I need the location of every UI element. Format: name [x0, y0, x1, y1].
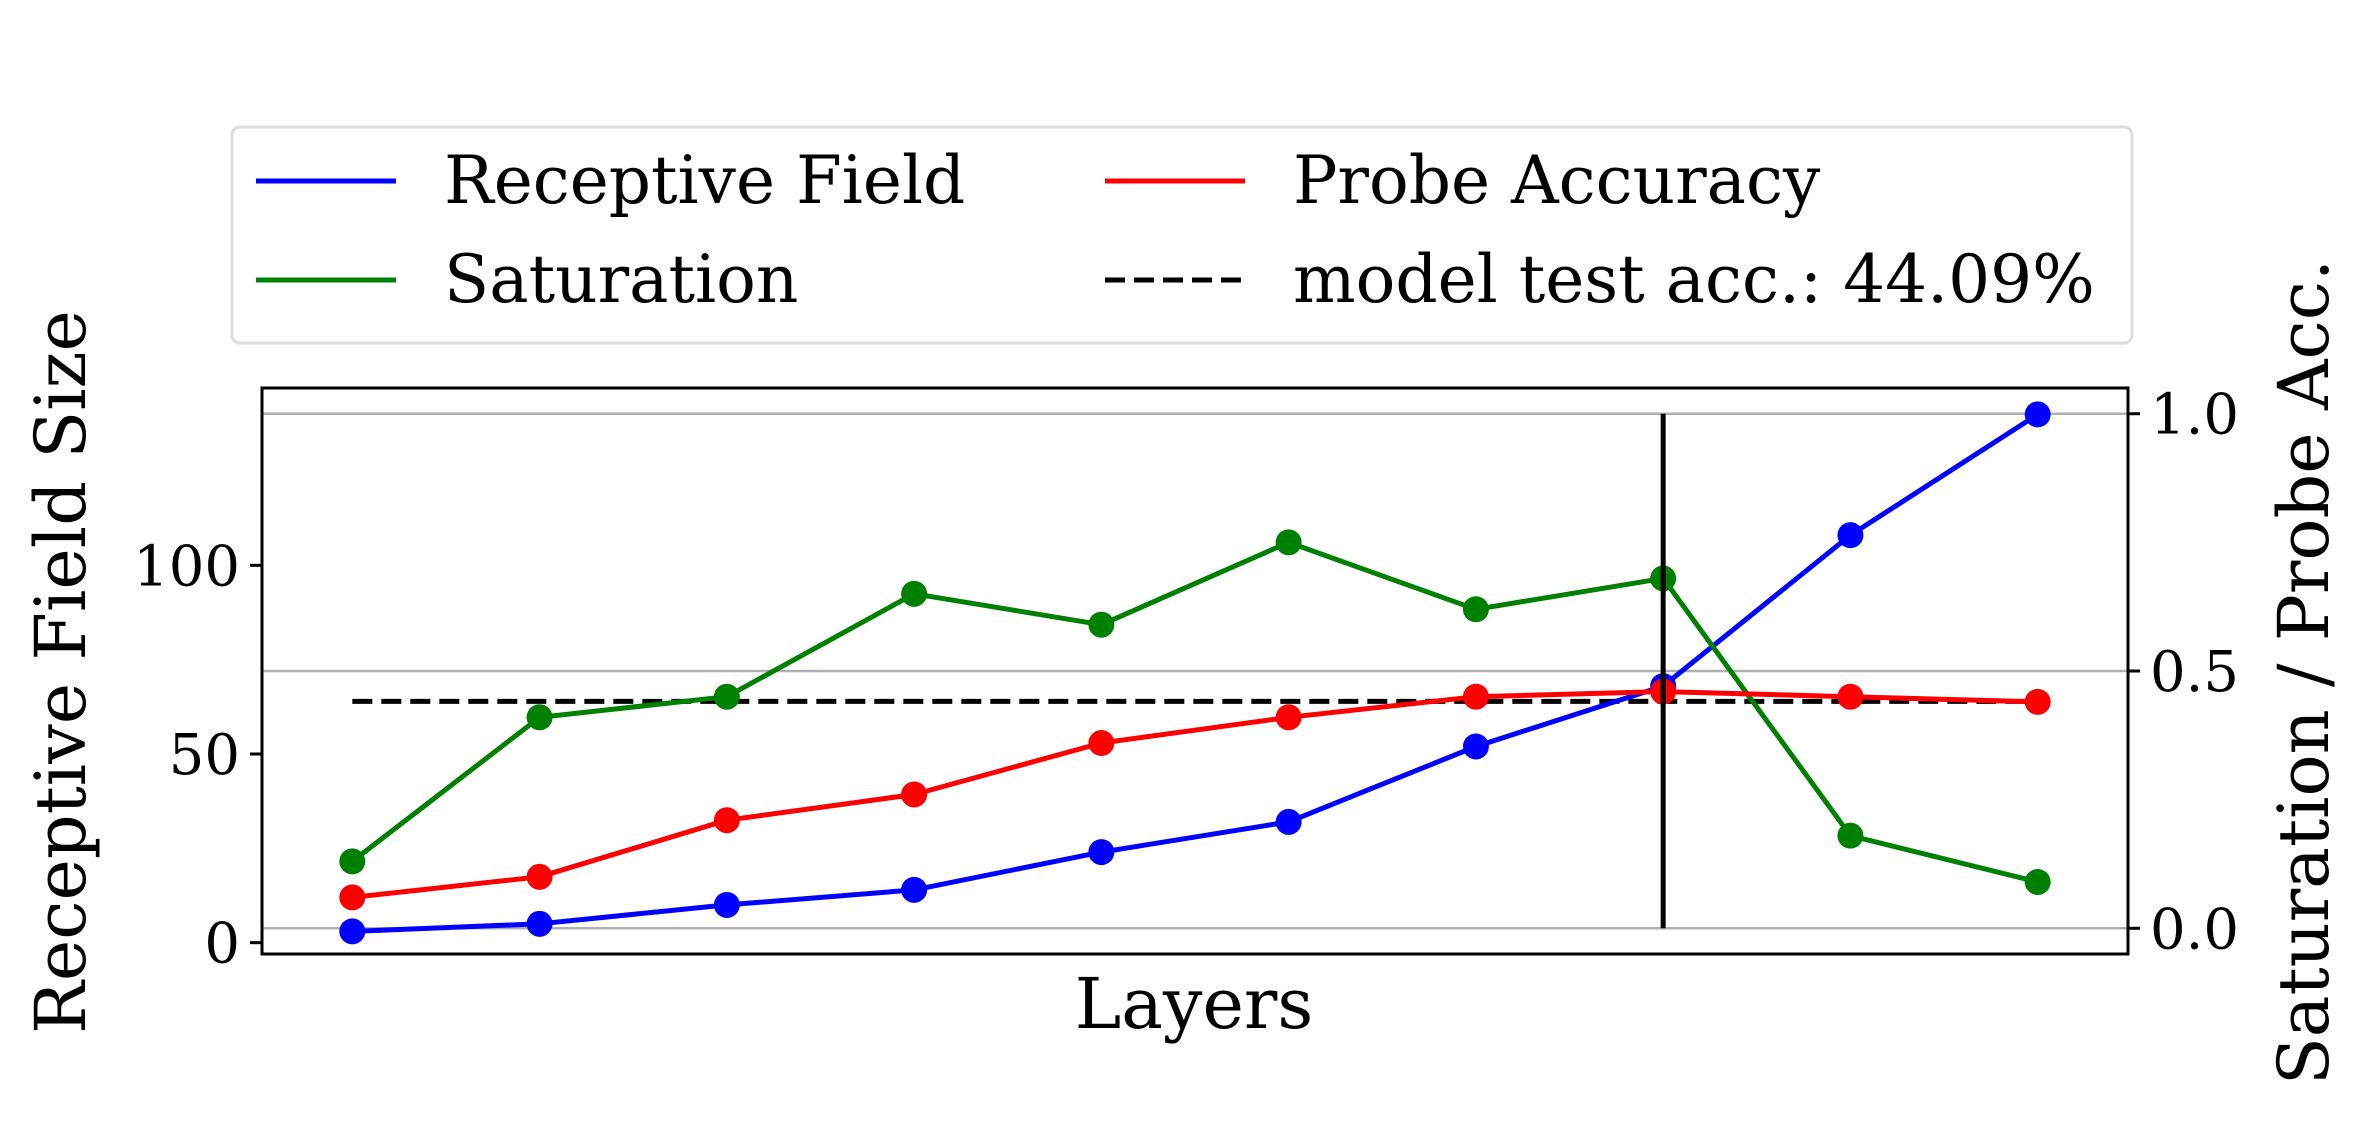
grid-lines: [262, 412, 2128, 930]
point-probe-accuracy-4: [901, 781, 928, 808]
point-receptive-field-1: [339, 918, 366, 945]
point-saturation-7: [1462, 596, 1489, 623]
y-axis-title-right: Saturation / Probe Acc.: [2263, 259, 2345, 1085]
axis-ticks: 0 50 100 0.0 0.5 1.0: [133, 383, 2239, 977]
legend-label-model-test-acc: model test acc.: 44.09%: [1293, 241, 2095, 318]
legend-label-saturation: Saturation: [444, 241, 798, 318]
legend-label-receptive-field: Receptive Field: [444, 142, 965, 219]
point-receptive-field-9: [1837, 522, 1864, 549]
point-probe-accuracy-2: [526, 863, 553, 890]
series-line-saturation: [350, 539, 2039, 885]
point-saturation-2: [526, 704, 553, 731]
legend-label-probe-accuracy: Probe Accuracy: [1293, 142, 1821, 219]
point-saturation-4: [901, 580, 928, 607]
x-axis-title: Layers: [1075, 963, 1314, 1045]
series-line-probe-accuracy: [352, 689, 2038, 900]
point-receptive-field-4: [901, 876, 928, 903]
legend: Receptive Field Probe Accuracy Saturatio…: [230, 125, 2134, 345]
point-probe-accuracy-1: [339, 884, 366, 911]
y-axis-title-left: Receptive Field Size: [20, 310, 102, 1034]
point-saturation-3: [713, 683, 740, 710]
y-tick-label-left-2: 100: [133, 534, 240, 599]
y-tick-label-right-0: 0.0: [2150, 897, 2239, 962]
point-receptive-field-3: [713, 891, 740, 918]
point-saturation-9: [1837, 822, 1864, 849]
plot-frame: [260, 386, 2130, 956]
point-saturation-10: [2024, 868, 2051, 895]
point-receptive-field-10: [2024, 401, 2051, 428]
point-saturation-5: [1088, 611, 1115, 638]
point-probe-accuracy-6: [1275, 704, 1302, 731]
point-receptive-field-7: [1462, 733, 1489, 760]
point-receptive-field-2: [526, 910, 553, 937]
point-probe-accuracy-7: [1462, 683, 1489, 710]
point-saturation-1: [339, 848, 366, 875]
y-tick-label-right-2: 1.0: [2150, 383, 2239, 448]
point-probe-accuracy-10: [2024, 688, 2051, 715]
y-tick-label-left-1: 50: [169, 723, 240, 788]
point-saturation-6: [1275, 529, 1302, 556]
series-line-receptive-field: [352, 412, 2040, 934]
y-tick-label-left-0: 0: [204, 912, 240, 977]
series-layer: [339, 401, 2051, 945]
y-tick-label-right-1: 0.5: [2150, 640, 2239, 705]
point-probe-accuracy-3: [713, 807, 740, 834]
point-receptive-field-6: [1275, 808, 1302, 835]
point-receptive-field-5: [1088, 839, 1115, 866]
point-probe-accuracy-5: [1088, 730, 1115, 757]
legend-frame: [230, 125, 2134, 345]
point-probe-accuracy-9: [1837, 683, 1864, 710]
